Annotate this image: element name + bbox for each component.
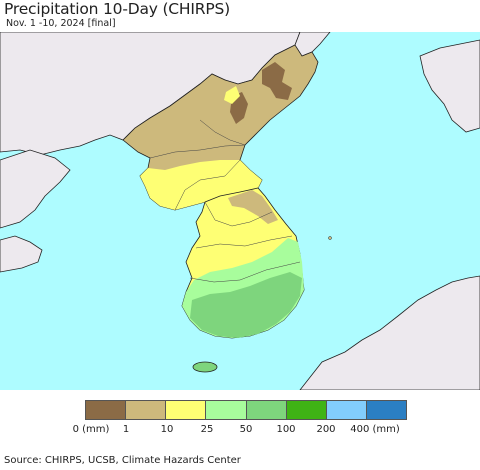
legend-tick-label: 200 (316, 424, 336, 435)
shandong-land (0, 235, 43, 273)
ulleung-island (328, 236, 332, 240)
jeju-island (192, 361, 218, 373)
sk-tan-band (228, 190, 278, 224)
legend-swatch-50-100 (246, 401, 287, 419)
legend-swatch-10-25 (166, 401, 207, 419)
legend-tick-label: 100 (276, 424, 296, 435)
japan-land (299, 275, 480, 390)
legend-swatch-400-plus (366, 401, 406, 419)
legend-ticks: 0 (mm) 1 10 25 50 100 200 400 (mm) (0, 424, 480, 438)
legend-swatch-25-50 (206, 401, 247, 419)
legend-tick-label: 10 (160, 424, 174, 435)
nk-yellow-patch (224, 86, 240, 104)
legend-tick-label: 50 (239, 424, 253, 435)
legend-tick-label: 1 (122, 424, 130, 435)
legend-tick-label: 0 (mm) (72, 424, 110, 435)
japan-island (419, 39, 480, 133)
legend-tick-label: 25 (200, 424, 214, 435)
source-credit: Source: CHIRPS, UCSB, Climate Hazards Ce… (4, 455, 241, 466)
legend-swatch-100-200 (286, 401, 327, 419)
legend-tick-label: 400 (mm) (350, 424, 400, 435)
nk-dry-patch (262, 62, 292, 100)
province-borders (149, 119, 301, 283)
precipitation-map (0, 32, 480, 390)
legend-bar (85, 400, 407, 420)
legend-swatch-1-10 (126, 401, 167, 419)
legend-swatch-200-400 (326, 401, 367, 419)
legend-swatch-0-1 (86, 401, 127, 419)
nk-south-yellow (140, 160, 262, 210)
sk-green (190, 272, 302, 338)
map-title: Precipitation 10-Day (CHIRPS) (4, 0, 230, 18)
map-subtitle: Nov. 1 -10, 2024 [final] (6, 18, 116, 29)
liaodong-land (0, 149, 71, 229)
